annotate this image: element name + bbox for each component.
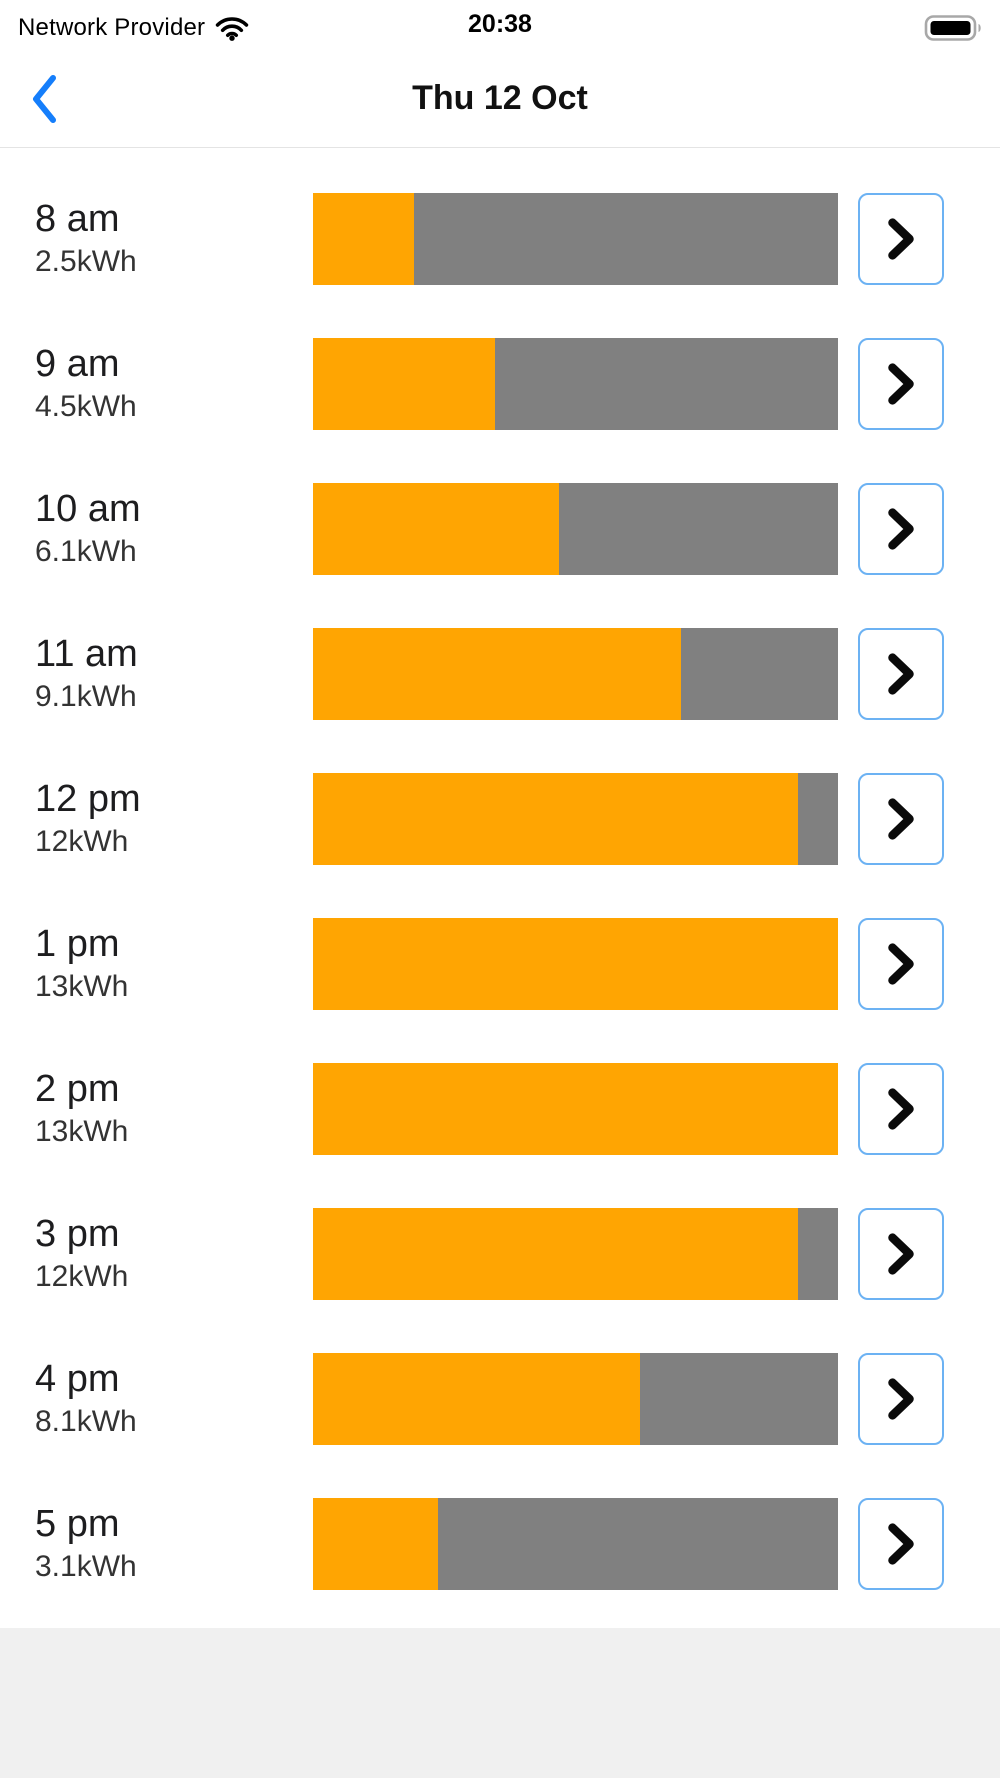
page-title: Thu 12 Oct bbox=[412, 79, 588, 117]
usage-bar-track bbox=[313, 482, 838, 575]
hour-row: 9 am 4.5kWh bbox=[0, 311, 1000, 456]
hour-label-block: 4 pm 8.1kWh bbox=[35, 1356, 313, 1442]
hour-label-block: 9 am 4.5kWh bbox=[35, 341, 313, 427]
nav-bar: Thu 12 Oct bbox=[0, 50, 1000, 148]
hour-label-block: 8 am 2.5kWh bbox=[35, 196, 313, 282]
hour-row: 5 pm 3.1kWh bbox=[0, 1471, 1000, 1616]
hour-detail-button[interactable] bbox=[858, 1352, 944, 1445]
chevron-left-icon bbox=[30, 74, 58, 124]
hour-row: 4 pm 8.1kWh bbox=[0, 1326, 1000, 1471]
hour-label-block: 10 am 6.1kWh bbox=[35, 486, 313, 572]
hour-kwh-label: 13kWh bbox=[35, 969, 129, 1003]
hour-label-block: 1 pm 13kWh bbox=[35, 921, 313, 1007]
hour-detail-button[interactable] bbox=[858, 1497, 944, 1590]
hour-label-block: 5 pm 3.1kWh bbox=[35, 1501, 313, 1587]
usage-bar-track bbox=[313, 1207, 838, 1300]
usage-bar-fill bbox=[313, 917, 838, 1010]
hour-detail-button[interactable] bbox=[858, 627, 944, 720]
status-bar: Network Provider 20:38 bbox=[0, 0, 1000, 50]
hour-kwh-label: 2.5kWh bbox=[35, 244, 137, 278]
hour-kwh-label: 3.1kWh bbox=[35, 1549, 137, 1583]
hour-time-label: 5 pm bbox=[35, 1502, 120, 1545]
usage-bar-track bbox=[313, 917, 838, 1010]
hour-time-label: 12 pm bbox=[35, 777, 141, 820]
chevron-right-icon bbox=[884, 651, 918, 697]
hour-kwh-label: 4.5kWh bbox=[35, 389, 137, 423]
chevron-right-icon bbox=[884, 1086, 918, 1132]
hour-row: 11 am 9.1kWh bbox=[0, 601, 1000, 746]
hour-time-label: 10 am bbox=[35, 487, 141, 530]
hour-label-block: 11 am 9.1kWh bbox=[35, 631, 313, 717]
hour-kwh-label: 8.1kWh bbox=[35, 1404, 137, 1438]
hour-kwh-label: 12kWh bbox=[35, 824, 129, 858]
chevron-right-icon bbox=[884, 506, 918, 552]
hour-row: 2 pm 13kWh bbox=[0, 1036, 1000, 1181]
hour-time-label: 3 pm bbox=[35, 1212, 120, 1255]
usage-bar-track bbox=[313, 192, 838, 285]
hour-time-label: 8 am bbox=[35, 197, 120, 240]
usage-bar-fill bbox=[313, 482, 560, 575]
hour-kwh-label: 9.1kWh bbox=[35, 679, 137, 713]
carrier-label: Network Provider bbox=[18, 14, 206, 41]
hour-detail-button[interactable] bbox=[858, 772, 944, 865]
hour-row: 3 pm 12kWh bbox=[0, 1181, 1000, 1326]
hour-time-label: 9 am bbox=[35, 342, 120, 385]
hour-kwh-label: 13kWh bbox=[35, 1114, 129, 1148]
usage-bar-fill bbox=[313, 772, 798, 865]
usage-bar-fill bbox=[313, 627, 681, 720]
hour-detail-button[interactable] bbox=[858, 1062, 944, 1155]
hour-detail-button[interactable] bbox=[858, 1207, 944, 1300]
hour-row: 10 am 6.1kWh bbox=[0, 456, 1000, 601]
usage-bar-track bbox=[313, 772, 838, 865]
hour-label-block: 3 pm 12kWh bbox=[35, 1211, 313, 1297]
hour-row: 1 pm 13kWh bbox=[0, 891, 1000, 1036]
hour-detail-button[interactable] bbox=[858, 192, 944, 285]
chevron-right-icon bbox=[884, 941, 918, 987]
back-button[interactable] bbox=[0, 64, 72, 134]
hour-detail-button[interactable] bbox=[858, 917, 944, 1010]
hour-kwh-label: 6.1kWh bbox=[35, 534, 137, 568]
chevron-right-icon bbox=[884, 1231, 918, 1277]
hour-label-block: 2 pm 13kWh bbox=[35, 1066, 313, 1152]
usage-bar-fill bbox=[313, 192, 414, 285]
usage-bar-track bbox=[313, 1352, 838, 1445]
chevron-right-icon bbox=[884, 1376, 918, 1422]
usage-bar-track bbox=[313, 337, 838, 430]
usage-bar-track bbox=[313, 1497, 838, 1590]
hour-kwh-label: 12kWh bbox=[35, 1259, 129, 1293]
usage-bar-track bbox=[313, 1062, 838, 1155]
usage-bar-fill bbox=[313, 1352, 641, 1445]
hour-time-label: 1 pm bbox=[35, 922, 120, 965]
hour-detail-button[interactable] bbox=[858, 482, 944, 575]
hour-label-block: 12 pm 12kWh bbox=[35, 776, 313, 862]
battery-icon bbox=[924, 13, 984, 43]
hour-list: 8 am 2.5kWh 9 am 4.5kWh bbox=[0, 148, 1000, 1616]
usage-bar-fill bbox=[313, 1497, 439, 1590]
hour-time-label: 2 pm bbox=[35, 1067, 120, 1110]
hour-row: 12 pm 12kWh bbox=[0, 746, 1000, 891]
chevron-right-icon bbox=[884, 216, 918, 262]
footer-area bbox=[0, 1628, 1000, 1778]
hour-time-label: 11 am bbox=[35, 632, 138, 675]
chevron-right-icon bbox=[884, 1521, 918, 1567]
hour-detail-button[interactable] bbox=[858, 337, 944, 430]
hour-row: 8 am 2.5kWh bbox=[0, 166, 1000, 311]
usage-bar-fill bbox=[313, 1207, 798, 1300]
usage-bar-fill bbox=[313, 1062, 838, 1155]
chevron-right-icon bbox=[884, 361, 918, 407]
usage-bar-track bbox=[313, 627, 838, 720]
wifi-icon bbox=[215, 15, 249, 41]
chevron-right-icon bbox=[884, 796, 918, 842]
hour-time-label: 4 pm bbox=[35, 1357, 120, 1400]
usage-bar-fill bbox=[313, 337, 495, 430]
